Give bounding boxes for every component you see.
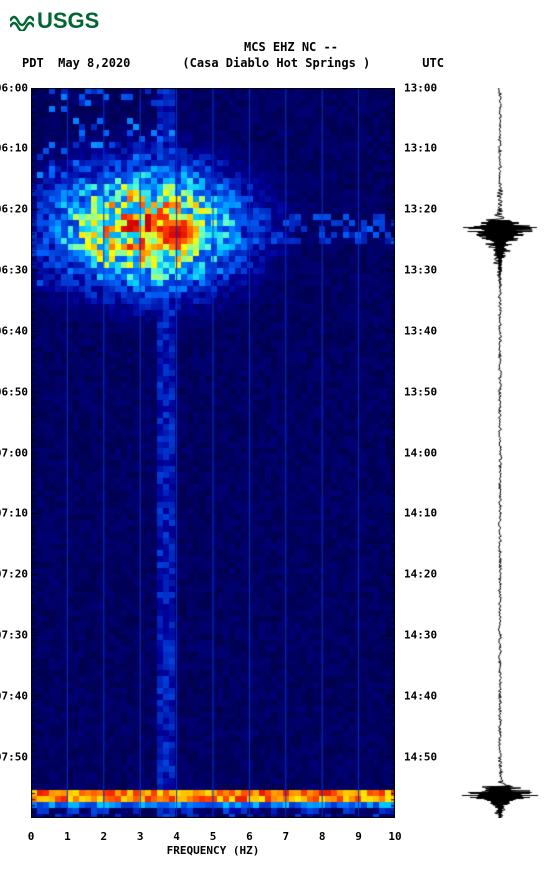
x-tick: 3 — [137, 830, 144, 843]
x-tick: 6 — [246, 830, 253, 843]
y-tick-pdt: 07:40 — [0, 690, 28, 703]
y-tick-pdt: 06:00 — [0, 82, 28, 95]
y-tick-utc: 13:10 — [404, 142, 437, 155]
logo-text: USGS — [37, 8, 99, 34]
station-id: MCS EHZ NC -- — [30, 40, 552, 54]
y-tick-pdt: 07:50 — [0, 751, 28, 764]
seismogram-trace — [455, 88, 545, 818]
x-tick: 2 — [100, 830, 107, 843]
y-tick-utc: 14:20 — [404, 568, 437, 581]
spectrogram-canvas — [31, 88, 395, 818]
y-tick-pdt: 06:20 — [0, 203, 28, 216]
y-tick-pdt: 07:20 — [0, 568, 28, 581]
y-tick-pdt: 07:10 — [0, 507, 28, 520]
chart-header: MCS EHZ NC -- PDT May 8,2020 (Casa Diabl… — [0, 40, 552, 70]
y-tick-pdt: 06:10 — [0, 142, 28, 155]
y-tick-utc: 14:00 — [404, 447, 437, 460]
y-tick-utc: 13:00 — [404, 82, 437, 95]
x-tick: 8 — [319, 830, 326, 843]
y-tick-pdt: 06:40 — [0, 325, 28, 338]
y-tick-pdt: 07:00 — [0, 447, 28, 460]
y-tick-utc: 13:30 — [404, 264, 437, 277]
y-tick-utc: 14:50 — [404, 751, 437, 764]
y-axis-utc: 13:0013:1013:2013:3013:4013:5014:0014:10… — [398, 88, 446, 818]
y-tick-utc: 13:40 — [404, 325, 437, 338]
x-tick: 10 — [388, 830, 401, 843]
y-tick-pdt: 06:50 — [0, 386, 28, 399]
x-tick: 5 — [210, 830, 217, 843]
y-tick-utc: 14:30 — [404, 629, 437, 642]
x-tick: 0 — [28, 830, 35, 843]
y-tick-pdt: 06:30 — [0, 264, 28, 277]
y-tick-utc: 13:20 — [404, 203, 437, 216]
y-tick-utc: 14:10 — [404, 507, 437, 520]
x-axis-frequency: FREQUENCY (HZ) 012345678910 — [31, 818, 395, 868]
seismogram-canvas — [455, 88, 545, 818]
tz-left: PDT May 8,2020 — [22, 56, 130, 70]
location: (Casa Diablo Hot Springs ) — [182, 56, 370, 70]
y-tick-utc: 13:50 — [404, 386, 437, 399]
y-tick-pdt: 07:30 — [0, 629, 28, 642]
tz-right: UTC — [422, 56, 444, 70]
x-tick: 4 — [173, 830, 180, 843]
x-tick: 1 — [64, 830, 71, 843]
usgs-logo: USGS — [10, 8, 99, 34]
spectrogram-chart — [31, 88, 395, 818]
x-axis-label: FREQUENCY (HZ) — [167, 844, 260, 857]
x-tick: 7 — [282, 830, 289, 843]
usgs-wave-icon — [10, 11, 34, 31]
y-axis-pdt: 06:0006:1006:2006:3006:4006:5007:0007:10… — [0, 88, 30, 818]
x-tick: 9 — [355, 830, 362, 843]
y-tick-utc: 14:40 — [404, 690, 437, 703]
